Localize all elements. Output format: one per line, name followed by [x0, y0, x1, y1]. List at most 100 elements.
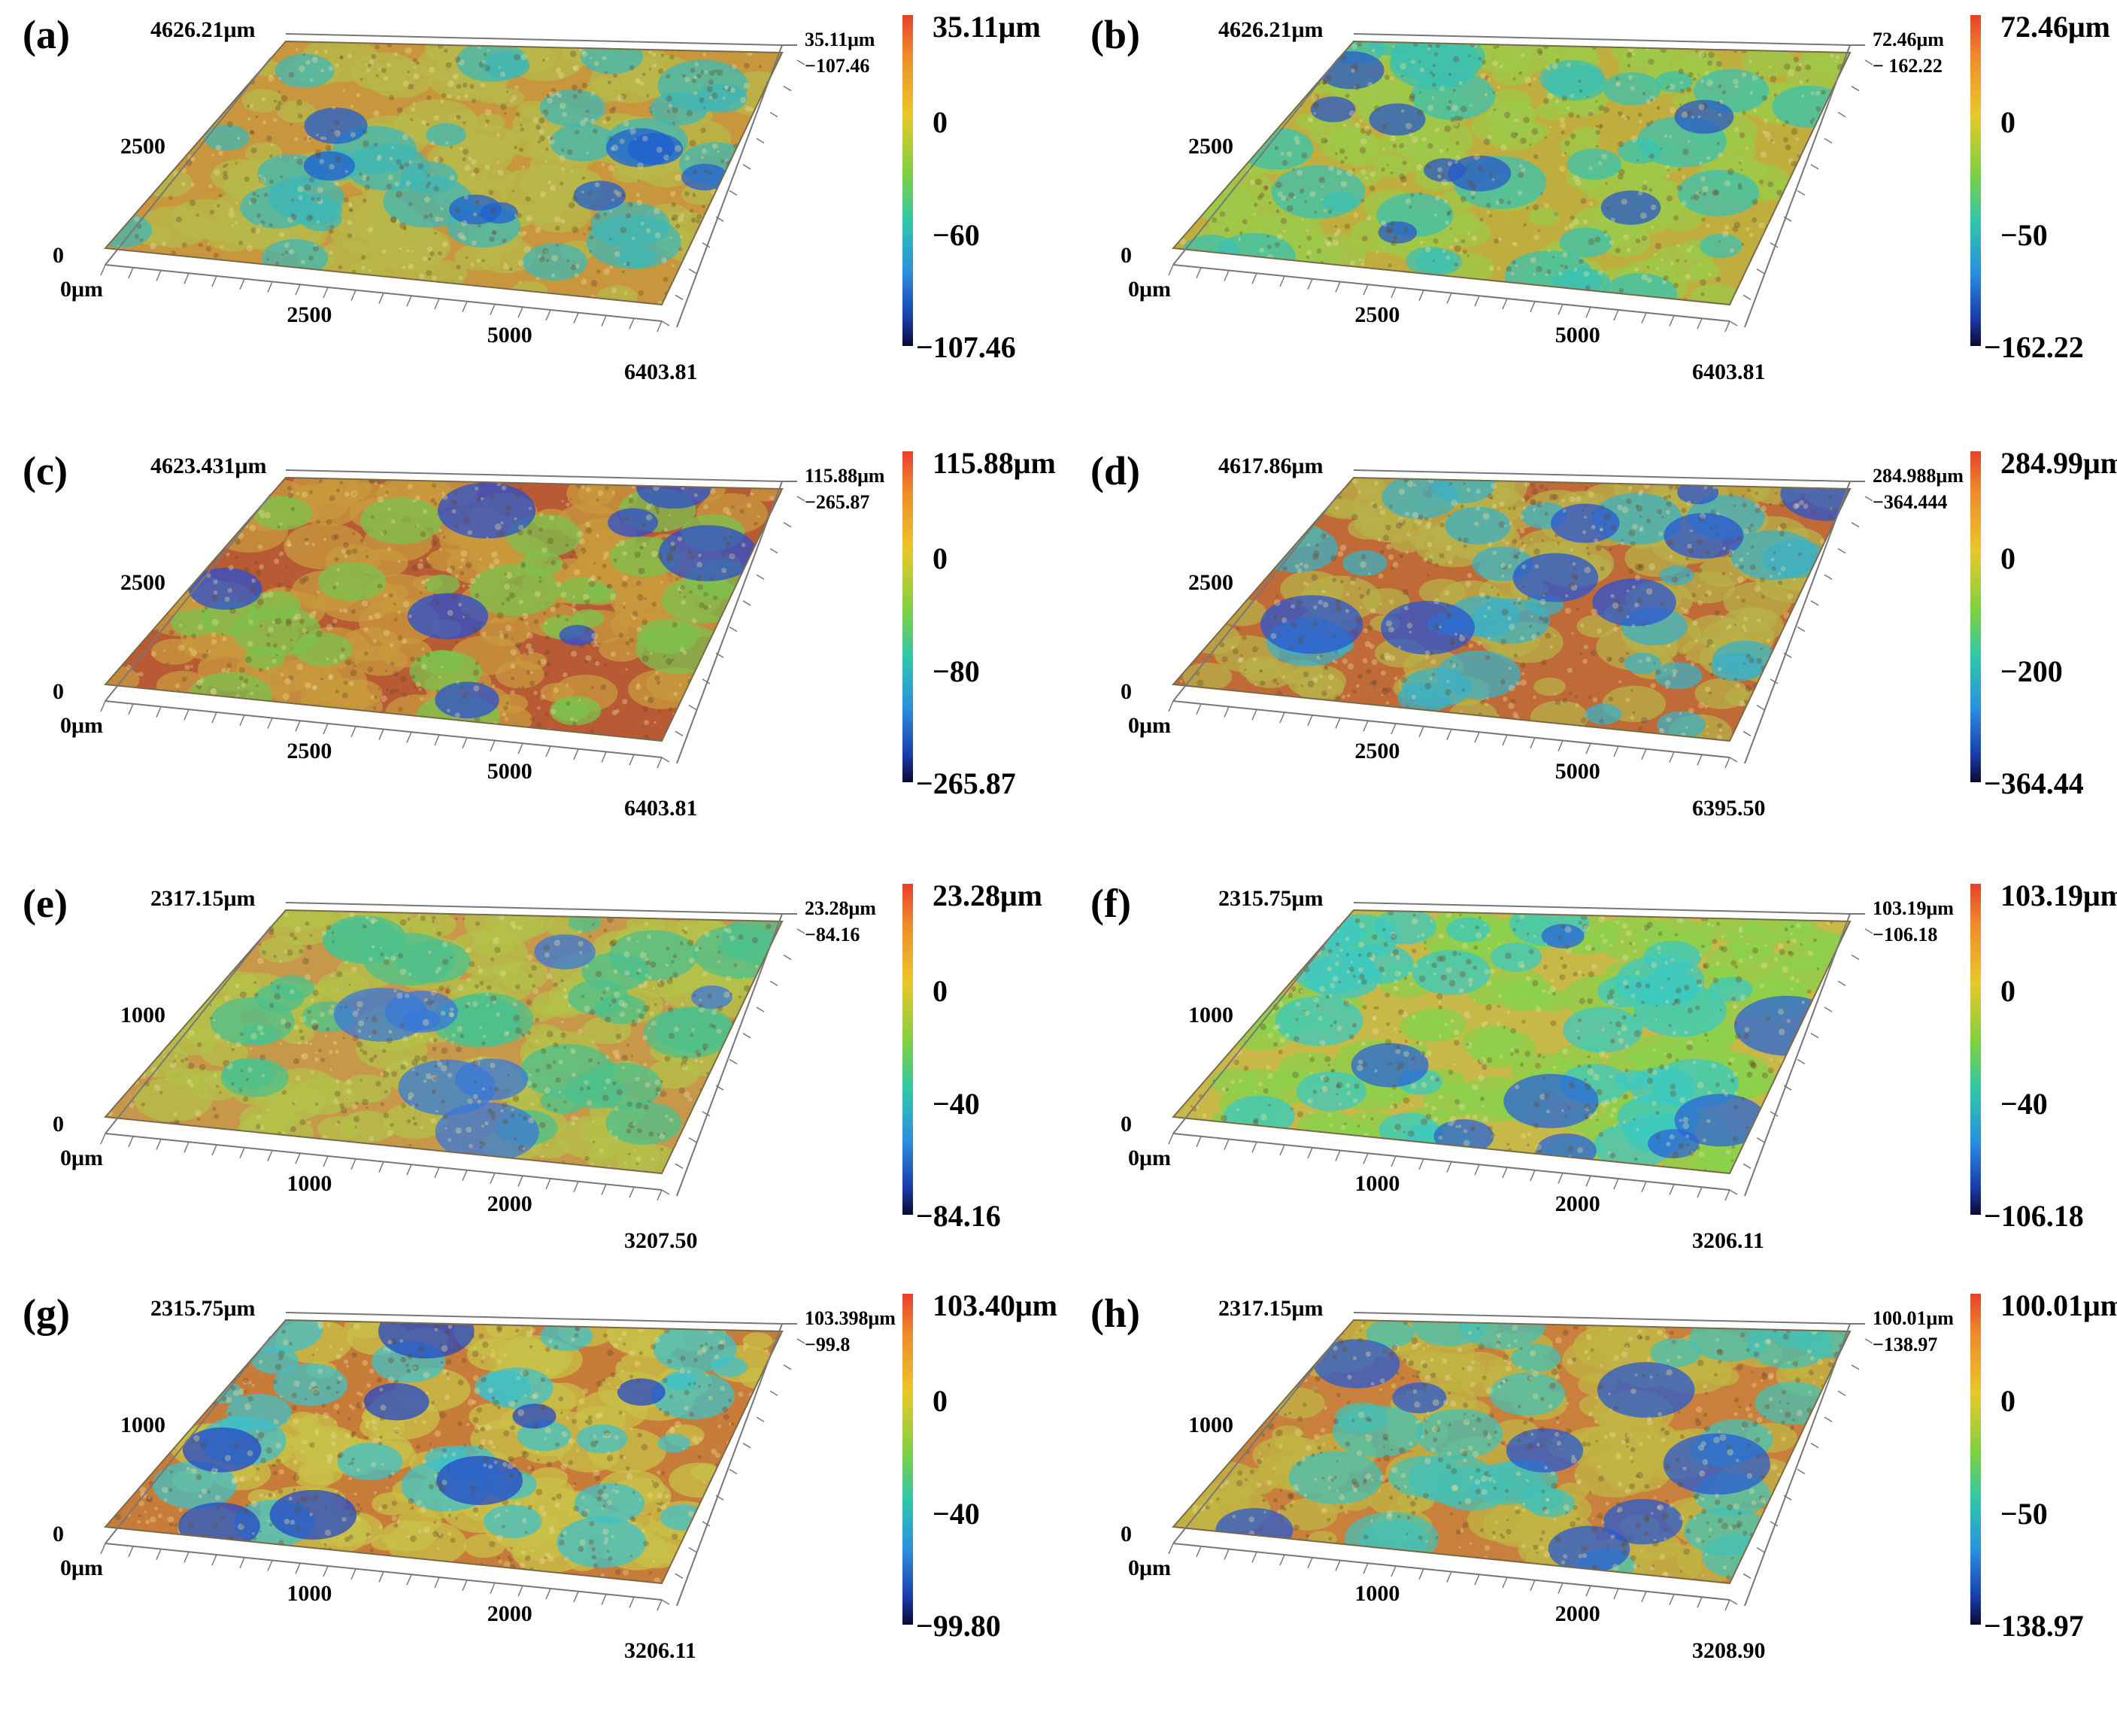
- surface-speckle: [1688, 71, 1694, 77]
- surface-speckle: [1625, 116, 1630, 120]
- surface-speckle: [1597, 161, 1603, 165]
- x-axis-tick: [517, 1175, 523, 1187]
- surface-speckle: [397, 635, 403, 641]
- surface-speckle: [1400, 554, 1404, 559]
- surface-speckle: [1390, 953, 1394, 957]
- surface-speckle: [1357, 490, 1361, 494]
- surface-speckle: [1766, 639, 1771, 643]
- surface-speckle: [661, 536, 666, 542]
- surface-speckle: [696, 575, 702, 581]
- surface-texture-blob: [580, 1062, 663, 1109]
- surface-speckle: [278, 525, 281, 529]
- surface-speckle: [487, 1109, 493, 1114]
- surface-speckle: [1799, 500, 1804, 505]
- x-axis-tick: [295, 1152, 301, 1164]
- surface-speckle: [603, 268, 611, 275]
- surface-speckle: [1350, 260, 1356, 266]
- surface-speckle: [1698, 702, 1705, 709]
- surface-speckle: [709, 96, 714, 100]
- surface-speckle: [1678, 168, 1682, 171]
- surface-speckle: [743, 83, 750, 90]
- surface-speckle: [1459, 635, 1466, 642]
- surface-speckle: [723, 927, 728, 933]
- surface-speckle: [316, 133, 319, 137]
- surface-speckle: [481, 1087, 485, 1091]
- surface-speckle: [1436, 993, 1443, 1000]
- surface-speckle: [1440, 974, 1447, 981]
- surface-speckle: [1768, 65, 1772, 69]
- surface-speckle: [1298, 988, 1305, 994]
- surface-speckle: [1721, 935, 1724, 939]
- surface-speckle: [575, 482, 582, 489]
- surface-speckle: [268, 75, 274, 82]
- surface-speckle: [1576, 607, 1579, 611]
- surface-speckle: [466, 612, 471, 617]
- surface-speckle: [1545, 1109, 1550, 1114]
- surface-texture-blob: [472, 932, 514, 957]
- surface-speckle: [1654, 1018, 1658, 1021]
- surface-speckle: [332, 618, 338, 624]
- surface-speckle: [1704, 686, 1711, 693]
- surface-speckle: [363, 651, 369, 656]
- surface-texture-blob: [1705, 942, 1782, 987]
- surface-texture-blob: [1593, 1123, 1673, 1169]
- surface-speckle: [1418, 975, 1426, 982]
- surface-speckle: [512, 924, 517, 930]
- surface-speckle: [1700, 292, 1705, 296]
- surface-speckle: [1411, 1056, 1415, 1061]
- surface-speckle: [1369, 644, 1375, 649]
- surface-speckle: [540, 659, 547, 665]
- surface-speckle: [1543, 964, 1548, 970]
- surface-speckle: [279, 522, 283, 526]
- surface-speckle: [1667, 977, 1670, 981]
- surface-speckle: [490, 957, 494, 961]
- surface-texture-blob: [1487, 89, 1532, 115]
- surface-speckle: [287, 492, 294, 499]
- surface-speckle: [259, 177, 265, 184]
- surface-speckle: [299, 1029, 303, 1033]
- surface-speckle: [1196, 679, 1204, 687]
- surface-texture-blob: [1592, 578, 1676, 627]
- surface-speckle: [495, 524, 502, 530]
- surface-speckle: [699, 998, 702, 1002]
- z-axis-zero-label: 0: [53, 679, 64, 704]
- surface-speckle: [1539, 484, 1545, 490]
- surface-speckle: [1357, 967, 1363, 973]
- surface-speckle: [220, 633, 224, 636]
- surface-speckle: [592, 1120, 595, 1123]
- surface-speckle: [474, 1080, 478, 1084]
- surface-speckle: [1742, 502, 1747, 508]
- surface-speckle: [1675, 485, 1680, 490]
- surface-speckle: [1366, 951, 1372, 958]
- surface-speckle: [757, 514, 760, 518]
- surface-speckle: [1519, 547, 1525, 553]
- surface-speckle: [532, 117, 539, 123]
- surface-speckle: [563, 1100, 567, 1103]
- surface-speckle: [484, 1121, 489, 1126]
- surface-speckle: [198, 242, 203, 247]
- surface-speckle: [262, 593, 268, 599]
- surface-speckle: [441, 1047, 448, 1055]
- surface-speckle: [1678, 1143, 1685, 1149]
- surface-speckle: [1445, 912, 1452, 918]
- surface-texture-blob: [1424, 158, 1466, 182]
- surface-speckle: [1354, 83, 1360, 90]
- surface-speckle: [1395, 522, 1403, 529]
- surface-speckle: [343, 608, 348, 613]
- surface-speckle: [585, 487, 591, 493]
- surface-speckle: [1307, 680, 1315, 687]
- surface-speckle: [249, 104, 254, 108]
- surface-speckle: [1402, 160, 1407, 165]
- surface-speckle: [678, 574, 683, 579]
- surface-speckle: [656, 510, 660, 514]
- surface-speckle: [1275, 595, 1278, 598]
- surface-speckle: [475, 487, 478, 490]
- surface-speckle: [423, 509, 428, 514]
- surface-texture-blob: [1711, 651, 1764, 682]
- surface-speckle: [672, 107, 678, 114]
- surface-speckle: [1697, 600, 1703, 605]
- surface-speckle: [1377, 538, 1382, 542]
- surface-speckle: [571, 1121, 576, 1126]
- back-axis-line: [285, 33, 783, 46]
- colorbar-tick-label: 0: [933, 105, 948, 140]
